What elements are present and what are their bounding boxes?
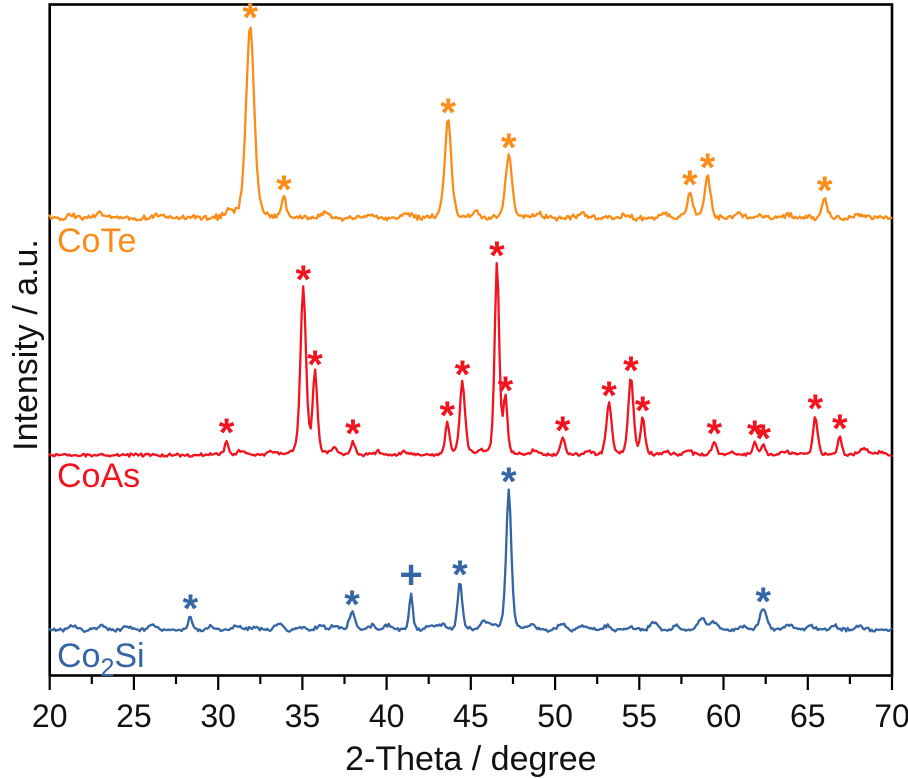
trace-Co2Si <box>48 488 893 634</box>
asterisk-peak-marker: * <box>219 411 235 455</box>
asterisk-peak-marker: * <box>455 353 471 397</box>
x-tick-label: 45 <box>453 698 489 734</box>
asterisk-peak-marker: * <box>295 258 311 302</box>
asterisk-peak-marker: * <box>440 91 456 135</box>
asterisk-peak-marker: * <box>307 343 323 387</box>
plot-border <box>48 3 894 677</box>
asterisk-peak-marker: * <box>276 168 292 212</box>
trace-CoTe <box>48 26 893 222</box>
plus-peak-marker: + <box>399 553 422 597</box>
asterisk-peak-marker: * <box>501 460 517 504</box>
asterisk-peak-marker: * <box>747 413 763 457</box>
x-tick-label: 70 <box>874 698 908 734</box>
asterisk-peak-marker: * <box>601 374 617 418</box>
x-tick-label: 65 <box>790 698 826 734</box>
x-axis-minor-ticks <box>90 676 851 684</box>
asterisk-peak-marker: * <box>635 389 651 433</box>
x-tick-label: 35 <box>285 698 321 734</box>
x-axis-major-ticks <box>48 676 894 690</box>
asterisk-peak-marker: * <box>555 409 571 453</box>
y-axis-title: Intensity / a.u. <box>7 239 45 451</box>
trace-CoAs <box>48 261 893 458</box>
asterisk-peak-marker: * <box>817 169 833 213</box>
series-label-Co2Si: Co2Si <box>57 637 145 682</box>
asterisk-peak-marker: * <box>700 146 716 190</box>
asterisk-peak-marker: * <box>501 126 517 170</box>
asterisk-peak-marker: * <box>344 583 360 627</box>
asterisk-peak-marker: * <box>808 387 824 431</box>
x-tick-label: 60 <box>706 698 742 734</box>
x-tick-label: 20 <box>32 698 68 734</box>
series-label-CoTe: CoTe <box>57 222 136 260</box>
asterisk-peak-marker: * <box>755 580 771 624</box>
asterisk-peak-marker: * <box>452 553 468 597</box>
asterisk-peak-marker: * <box>439 394 455 438</box>
asterisk-peak-marker: * <box>489 234 505 278</box>
asterisk-peak-marker: * <box>706 412 722 456</box>
asterisk-peak-marker: * <box>345 412 361 456</box>
x-tick-label: 55 <box>622 698 658 734</box>
asterisk-peak-marker: * <box>682 163 698 207</box>
x-tick-label: 25 <box>116 698 152 734</box>
asterisk-peak-marker: * <box>183 587 199 631</box>
x-tick-label: 40 <box>369 698 405 734</box>
x-axis-title: 2-Theta / degree <box>345 740 596 778</box>
asterisk-peak-marker: * <box>242 0 258 40</box>
series-label-CoAs: CoAs <box>57 457 140 495</box>
asterisk-peak-marker: * <box>623 349 639 393</box>
asterisk-peak-marker: * <box>832 407 848 451</box>
x-tick-label: 30 <box>200 698 236 734</box>
asterisk-peak-marker: * <box>755 417 771 461</box>
asterisk-peak-marker: * <box>498 369 514 413</box>
x-tick-label: 50 <box>537 698 573 734</box>
